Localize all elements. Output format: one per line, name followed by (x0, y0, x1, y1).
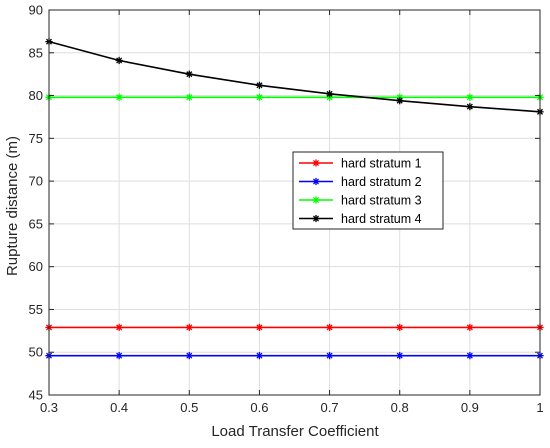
x-axis-label: Load Transfer Coefficient (211, 423, 379, 440)
y-tick-label: 80 (29, 88, 43, 103)
y-tick-label: 45 (29, 388, 43, 403)
data-point-marker (115, 352, 123, 360)
data-point-marker (466, 93, 474, 101)
x-tick-label: 0.3 (40, 400, 58, 415)
series-line-4 (48, 40, 541, 113)
data-point-marker (185, 70, 193, 78)
x-tick-label: 1 (536, 400, 543, 415)
data-point-marker (255, 81, 264, 89)
data-point-marker (325, 323, 334, 332)
data-point-marker (312, 159, 320, 167)
y-tick-label: 85 (29, 45, 43, 60)
x-tick-label: 0.6 (250, 400, 268, 415)
legend-entry-1: hard stratum 1 (341, 157, 422, 171)
data-point-marker (466, 103, 474, 111)
data-point-marker (312, 196, 320, 204)
data-point-marker (115, 93, 123, 101)
data-point-marker (312, 214, 320, 223)
axes-box (48, 9, 541, 396)
data-point-marker (115, 56, 123, 65)
data-point-marker (255, 323, 264, 332)
y-tick-label: 60 (29, 259, 43, 274)
data-point-marker (115, 323, 123, 332)
data-point-marker (255, 352, 264, 360)
data-point-marker (466, 352, 474, 360)
y-tick-label: 75 (29, 131, 43, 146)
data-point-marker (466, 323, 474, 332)
data-point-marker (185, 93, 193, 101)
legend-entry-3: hard stratum 3 (341, 194, 422, 208)
data-point-marker (396, 352, 404, 360)
data-point-marker (312, 177, 320, 186)
data-point-marker (185, 352, 193, 360)
x-tick-label: 0.7 (321, 400, 339, 415)
y-axis-label: Rupture distance (m) (4, 136, 21, 276)
data-point-marker (185, 323, 193, 332)
x-tick-label: 0.9 (461, 400, 479, 415)
x-tick-label: 0.4 (110, 400, 128, 415)
plot-layer: 0.3 0.4 0.5 0.6 0.7 0.8 0.9 1 45 50 55 60 65 70 75 80 85… (29, 3, 544, 416)
legend-entry-2: hard stratum 2 (341, 175, 422, 189)
y-tick-label: 65 (29, 216, 43, 231)
y-tick-label: 55 (29, 302, 43, 317)
data-point-marker (255, 93, 264, 101)
y-tick-label: 90 (29, 3, 43, 18)
y-tick-label: 70 (29, 174, 43, 189)
x-tick-label: 0.5 (180, 400, 198, 415)
y-tick-label: 50 (29, 345, 43, 360)
data-point-marker (325, 90, 334, 98)
data-point-marker (396, 97, 404, 105)
data-point-marker (396, 323, 404, 332)
data-point-marker (325, 352, 334, 360)
legend-entry-4: hard stratum 4 (341, 212, 422, 226)
x-tick-label: 0.8 (391, 400, 409, 415)
